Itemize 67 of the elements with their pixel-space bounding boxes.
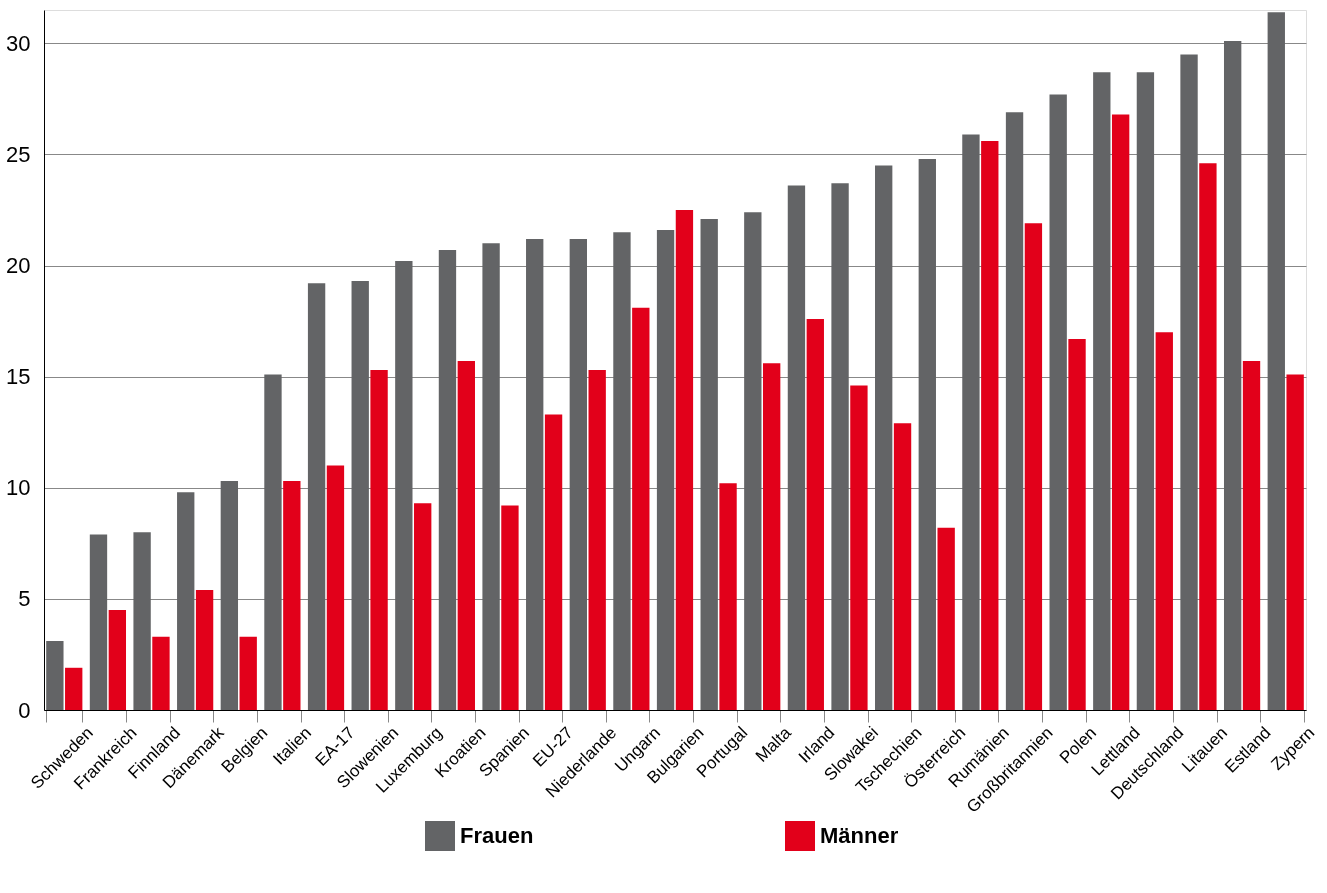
bar bbox=[806, 318, 824, 710]
bar bbox=[457, 361, 475, 710]
bar bbox=[763, 363, 781, 710]
bar bbox=[1093, 72, 1111, 710]
bar bbox=[395, 261, 413, 710]
bar bbox=[613, 232, 631, 710]
bar bbox=[133, 532, 151, 710]
y-tick-label: 15 bbox=[6, 364, 31, 390]
bar bbox=[1267, 12, 1285, 710]
bar bbox=[744, 212, 762, 710]
bar bbox=[787, 185, 806, 710]
bar bbox=[283, 481, 301, 710]
bar bbox=[1223, 41, 1242, 710]
bar bbox=[1024, 223, 1043, 710]
bar bbox=[1242, 361, 1261, 710]
y-tick-label: 10 bbox=[6, 475, 31, 501]
bar bbox=[875, 165, 893, 710]
bar bbox=[438, 250, 457, 710]
y-tick-label: 30 bbox=[6, 30, 31, 56]
bar bbox=[962, 134, 980, 710]
bar bbox=[1005, 112, 1024, 710]
bar bbox=[177, 492, 195, 710]
bar bbox=[1286, 374, 1304, 710]
bar bbox=[351, 281, 369, 710]
bar bbox=[414, 503, 432, 710]
bar bbox=[1049, 94, 1067, 710]
bar bbox=[918, 158, 936, 710]
bar bbox=[1199, 163, 1217, 710]
bar bbox=[656, 230, 675, 710]
legend-label: Frauen bbox=[460, 823, 534, 848]
y-tick-label: 5 bbox=[18, 586, 31, 612]
bar bbox=[239, 636, 257, 710]
bar bbox=[307, 283, 326, 710]
bar bbox=[937, 527, 955, 710]
bar bbox=[370, 370, 388, 710]
bar bbox=[1068, 338, 1086, 710]
bar bbox=[195, 590, 214, 710]
bar bbox=[719, 483, 737, 710]
bar bbox=[893, 423, 912, 710]
bar bbox=[831, 183, 849, 710]
bar bbox=[981, 141, 999, 710]
y-tick-label: 0 bbox=[18, 697, 31, 723]
bar bbox=[89, 534, 108, 710]
bar bbox=[544, 414, 563, 710]
bar bbox=[588, 370, 606, 710]
bar bbox=[850, 385, 868, 710]
bar bbox=[1155, 332, 1173, 710]
bar bbox=[569, 238, 587, 710]
bar bbox=[632, 307, 650, 710]
bar bbox=[152, 636, 170, 710]
bar bbox=[1180, 54, 1198, 710]
bar bbox=[220, 481, 239, 710]
bar bbox=[1136, 72, 1155, 710]
bar bbox=[675, 210, 694, 710]
bar bbox=[108, 610, 127, 710]
bar bbox=[1111, 114, 1130, 710]
bar bbox=[501, 505, 519, 710]
y-tick-label: 20 bbox=[6, 253, 31, 279]
legend-label: Männer bbox=[820, 823, 899, 848]
bar bbox=[264, 374, 282, 710]
y-tick-label: 25 bbox=[6, 141, 31, 167]
bar bbox=[526, 238, 544, 710]
bar bbox=[65, 667, 83, 710]
bar bbox=[326, 465, 345, 710]
bar bbox=[700, 218, 718, 710]
bar bbox=[482, 243, 500, 710]
bar bbox=[46, 641, 64, 710]
